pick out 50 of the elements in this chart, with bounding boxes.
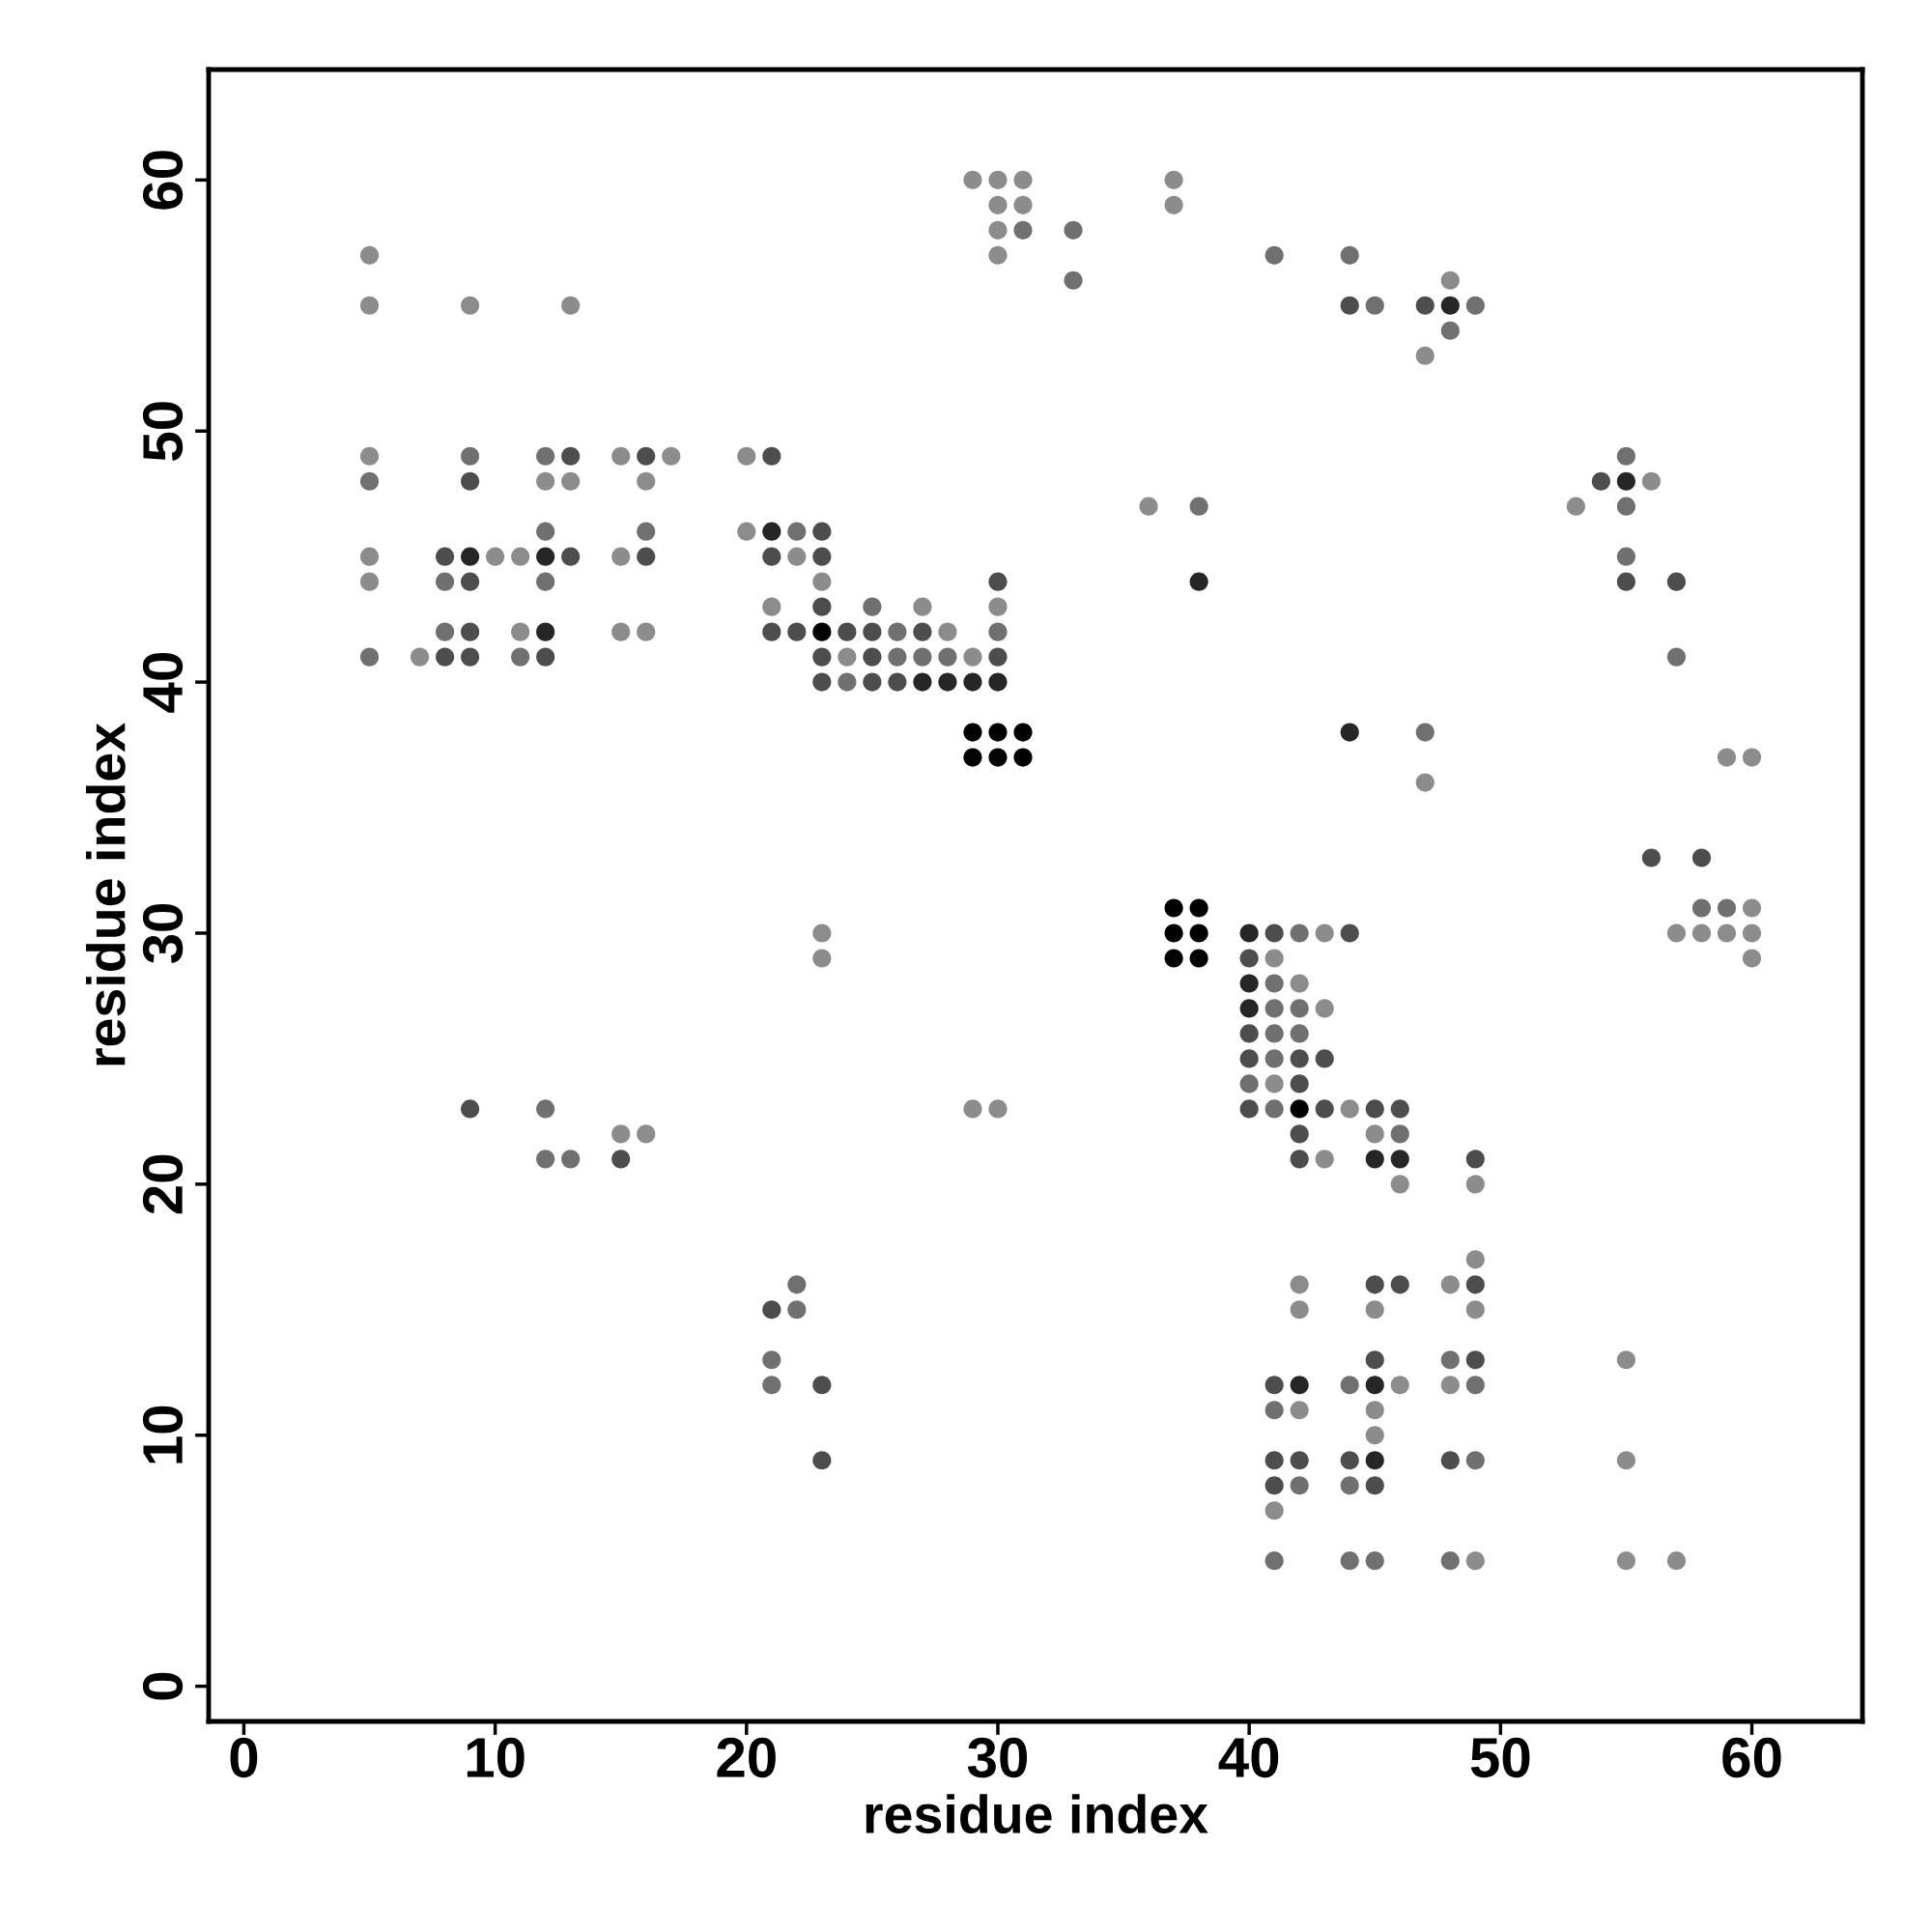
point [988, 672, 1008, 692]
point [988, 748, 1008, 767]
point [536, 547, 555, 566]
point [1365, 1376, 1384, 1395]
point [1365, 1451, 1384, 1470]
point [1164, 898, 1183, 918]
point [1365, 1150, 1384, 1169]
point [963, 748, 982, 767]
y-tick-label: 20 [142, 1154, 184, 1214]
point [762, 522, 781, 541]
point [1440, 296, 1460, 315]
point [1189, 949, 1208, 968]
point [1189, 572, 1208, 591]
point [1239, 974, 1259, 993]
point [1290, 1099, 1309, 1119]
x-tick-label: 0 [230, 1737, 258, 1778]
x-tick-label: 30 [967, 1737, 1028, 1778]
point [461, 547, 480, 566]
y-tick-label: 10 [142, 1406, 184, 1463]
point [963, 723, 982, 742]
point [938, 672, 957, 692]
point [536, 622, 555, 641]
point [1239, 999, 1259, 1018]
y-tick-label: 60 [142, 151, 184, 210]
point [1164, 949, 1183, 968]
point [913, 672, 932, 692]
y-axis-title: residue index [86, 723, 126, 1065]
point [1164, 923, 1183, 943]
point [1013, 748, 1033, 767]
x-tick-label: 60 [1722, 1737, 1781, 1778]
x-axis-title: residue index [866, 1794, 1208, 1834]
point [1616, 471, 1635, 491]
y-tick-label: 40 [142, 653, 184, 713]
point [988, 723, 1008, 742]
x-tick-label: 40 [1218, 1737, 1279, 1778]
point [1290, 1376, 1309, 1395]
point [1013, 723, 1033, 742]
x-tick-label: 20 [717, 1737, 776, 1778]
point [1189, 898, 1208, 918]
point [812, 622, 832, 641]
point [1189, 923, 1208, 943]
y-tick-label: 0 [142, 1672, 184, 1700]
x-tick-label: 10 [467, 1737, 525, 1778]
point [1390, 1150, 1409, 1169]
point [1239, 923, 1259, 943]
point [963, 672, 982, 692]
x-tick-label: 50 [1470, 1737, 1530, 1778]
point [1340, 723, 1359, 742]
y-tick-label: 50 [142, 402, 184, 461]
y-tick-label: 30 [142, 903, 184, 964]
